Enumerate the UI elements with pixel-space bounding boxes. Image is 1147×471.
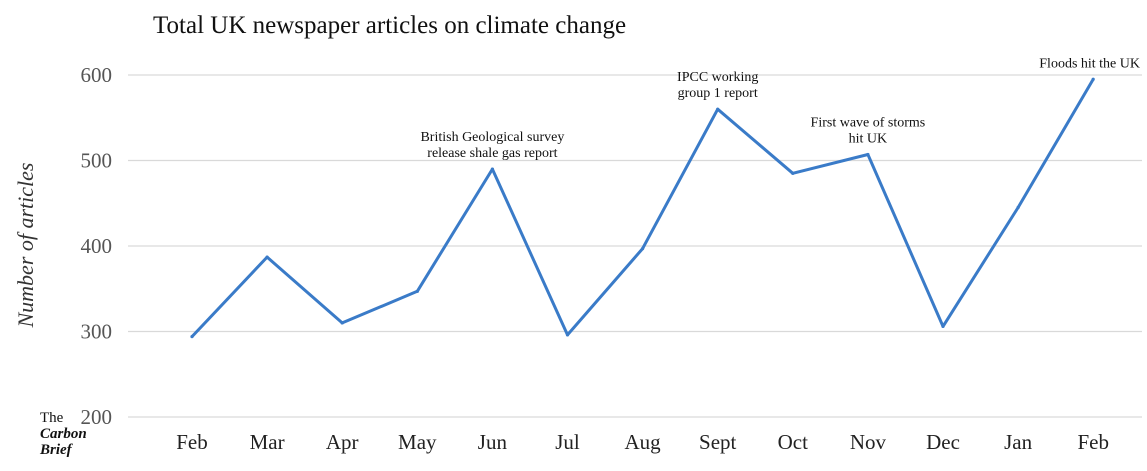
y-axis-ticks: 200 300 400 500 600 xyxy=(81,63,113,429)
x-tick-label: Feb xyxy=(176,430,208,454)
logo-line-3: Brief xyxy=(40,442,72,458)
data-point xyxy=(941,324,945,328)
series-line xyxy=(190,78,1095,338)
data-point xyxy=(565,333,570,337)
x-tick-label: May xyxy=(398,430,437,454)
data-point xyxy=(791,171,795,175)
annotation-line: British Geological survey xyxy=(420,130,564,145)
logo-line-1: The xyxy=(40,410,64,426)
x-tick-label: Nov xyxy=(850,430,887,454)
annotation-label: British Geological survey release shale g… xyxy=(420,130,564,161)
gridlines xyxy=(128,74,1142,418)
annotation-line: group 1 report xyxy=(678,86,758,101)
y-tick-label: 500 xyxy=(81,149,113,173)
x-tick-label: Jan xyxy=(1004,430,1032,454)
x-tick-label: Feb xyxy=(1077,430,1109,454)
x-tick-label: Jun xyxy=(478,430,508,454)
annotation-line: First wave of storms xyxy=(811,116,926,131)
annotation-label: First wave of storms hit UK xyxy=(811,116,926,147)
annotation-line: release shale gas report xyxy=(427,146,557,161)
x-tick-label: Jul xyxy=(555,430,580,454)
y-tick-label: 400 xyxy=(81,234,113,258)
x-axis-ticks: Feb Mar Apr May Jun Jul Aug Sept Oct Nov Dec Jan Feb xyxy=(176,430,1109,454)
data-point xyxy=(1091,77,1095,81)
annotation-line: Floods hit the UK xyxy=(1039,56,1140,71)
series-layer xyxy=(190,77,1095,339)
annotations: British Geological survey release shale g… xyxy=(420,56,1140,161)
chart-title: Total UK newspaper articles on climate c… xyxy=(153,12,627,39)
data-point xyxy=(190,335,194,339)
x-tick-label: Sept xyxy=(699,430,737,454)
data-point xyxy=(866,152,870,157)
annotation-label: Floods hit the UK xyxy=(1039,56,1140,71)
annotation-line: hit UK xyxy=(849,132,888,147)
logo-line-2: Carbon xyxy=(40,426,87,442)
data-point xyxy=(265,255,269,259)
y-axis-label: Number of articles xyxy=(13,163,38,329)
x-tick-label: Mar xyxy=(250,430,285,454)
data-point xyxy=(490,167,494,171)
x-tick-label: Apr xyxy=(326,430,359,454)
annotation-line: IPCC working xyxy=(677,70,758,85)
data-point xyxy=(716,107,720,111)
data-point xyxy=(415,289,419,293)
data-point xyxy=(641,246,645,251)
x-tick-label: Aug xyxy=(625,430,662,454)
x-tick-label: Oct xyxy=(778,430,808,454)
y-tick-label: 300 xyxy=(81,320,113,344)
y-tick-label: 200 xyxy=(81,405,113,429)
x-tick-label: Dec xyxy=(926,430,960,454)
annotation-label: IPCC working group 1 report xyxy=(677,70,758,101)
y-tick-label: 600 xyxy=(81,63,113,87)
data-point xyxy=(340,321,344,325)
carbon-brief-logo: The Carbon Brief xyxy=(40,410,87,458)
data-point xyxy=(1016,205,1020,210)
